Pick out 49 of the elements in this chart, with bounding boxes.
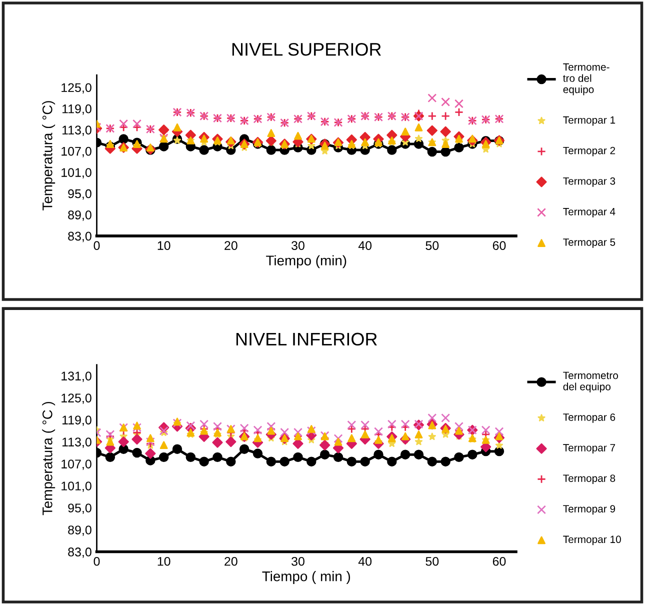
y-tick-label: 131,0 [62, 372, 92, 382]
legend-label: Termopar 8 [563, 474, 616, 484]
legend-label: Termopar 3 [563, 177, 616, 187]
y-tick-label: 83,0 [68, 232, 92, 242]
x-tick-label: 60 [492, 556, 506, 566]
x-tick-label: 20 [224, 556, 238, 566]
legend-label: Termopar 7 [563, 444, 616, 454]
y-tick-label: 83,0 [68, 548, 92, 558]
x-tick-label: 10 [158, 556, 170, 566]
legend-label: Termopar 1 [563, 116, 616, 126]
y-tick-label: 107,0 [62, 146, 92, 158]
legend-label: Termopar 10 [563, 536, 621, 546]
y-tick-label: 107,0 [62, 460, 92, 470]
legend-label: Termopar 4 [563, 208, 616, 218]
y-tick-label: 95,0 [68, 189, 92, 200]
y-tick-label: 101,0 [62, 168, 92, 178]
legend-label: Termome- tro del equipo [563, 63, 610, 96]
x-tick-label: 50 [426, 556, 439, 566]
x-tick-label: 0 [94, 556, 100, 566]
x-tick-label: 40 [358, 241, 372, 250]
legend-label: Termopar 9 [563, 505, 616, 515]
y-tick-label: 125,0 [62, 83, 92, 94]
x-tick-label: 40 [358, 556, 372, 566]
y-tick-label: 113,0 [62, 126, 92, 136]
x-axis-title: Tiempo ( min ) [262, 571, 350, 584]
y-axis-title: Temperatura ( °C ) [42, 402, 56, 516]
legend-label: Termopar 6 [563, 414, 616, 423]
legend-label: Termopar 5 [563, 238, 616, 248]
x-tick-label: 20 [224, 241, 238, 250]
legend-label: Termopar 2 [563, 146, 616, 156]
x-axis-title: Tiempo (min) [266, 255, 346, 268]
y-tick-label: 89,0 [68, 210, 92, 221]
y-tick-label: 113,0 [62, 438, 92, 448]
y-axis-title: Temperatura ( °C) [42, 101, 56, 210]
y-tick-label: 89,0 [68, 526, 92, 536]
y-tick-label: 95,0 [68, 504, 92, 514]
x-tick-label: 10 [158, 241, 170, 250]
legend-label: Termometro del equipo [563, 372, 618, 392]
x-tick-label: 50 [426, 241, 439, 250]
chart-title: NIVEL INFERIOR [236, 332, 377, 346]
x-tick-label: 60 [492, 241, 506, 250]
y-tick-label: 119,0 [62, 104, 92, 115]
y-tick-label: 119,0 [62, 416, 92, 426]
x-tick-label: 30 [292, 556, 304, 566]
chart-title: NIVEL SUPERIOR [232, 42, 381, 56]
y-tick-label: 101,0 [62, 482, 92, 492]
x-tick-label: 0 [94, 241, 100, 250]
x-tick-label: 30 [292, 241, 304, 250]
y-tick-label: 125,0 [62, 394, 92, 404]
